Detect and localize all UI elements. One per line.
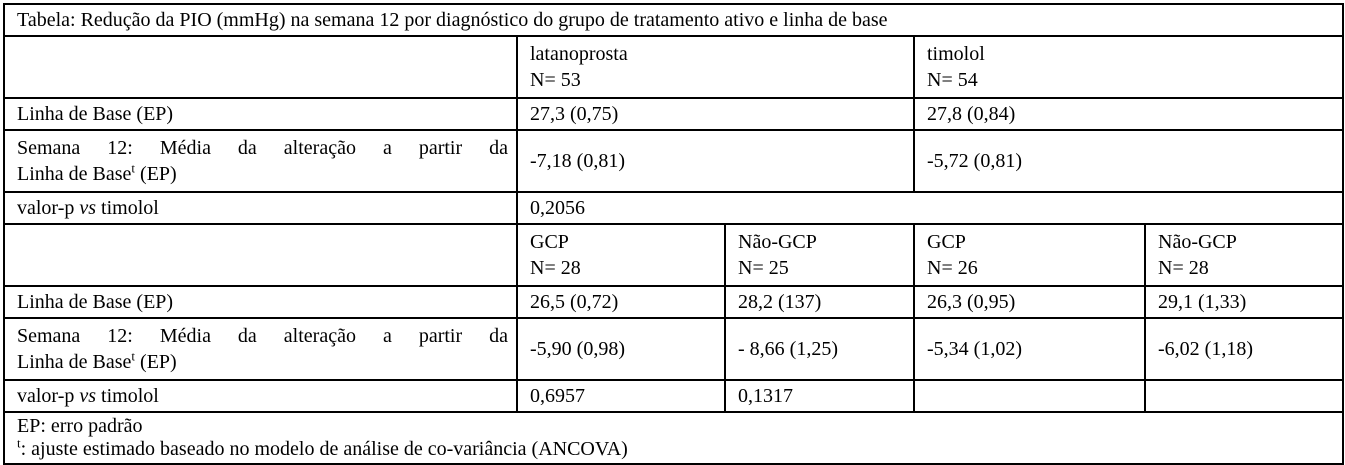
value-cell: 28,2 (137) [724, 285, 915, 319]
subgroup-name: GCP [530, 231, 569, 253]
treatment-name: latanoprosta [530, 43, 628, 65]
row-label-week12: Semana 12: Média da alteração a partir d… [3, 129, 518, 193]
week12-label-line2: Linha de Baset (EP) [17, 160, 177, 185]
subgroup-header-naogcp-timolol: Não-GCP N= 28 [1143, 223, 1345, 287]
subgroup-n: N= 26 [927, 257, 978, 279]
table-title: Tabela: Redução da PIO (mmHg) na semana … [2, 3, 1345, 37]
treatment-n: N= 53 [530, 69, 581, 91]
value-cell: 26,3 (0,95) [913, 285, 1146, 319]
footnote-marker: t [131, 348, 136, 364]
footnote-marker: t [131, 160, 136, 176]
footnote-ancova: t: ajuste estimado baseado no modelo de … [17, 435, 628, 460]
table-footnotes: EP: erro padrão t: ajuste estimado basea… [2, 411, 1345, 465]
value-baseline-latanoprosta: 27,3 (0,75) [516, 97, 915, 131]
value-baseline-timolol: 27,8 (0,84) [912, 97, 1345, 131]
value-cell: -5,90 (0,98) [516, 317, 726, 381]
value-week12-timolol: -5,72 (0,81) [912, 129, 1345, 193]
subgroup-header-empty-cell [3, 223, 518, 287]
subgroup-name: Não-GCP [738, 231, 817, 253]
header-latanoprosta: latanoprosta N= 53 [516, 35, 915, 99]
value-cell-empty [1143, 379, 1345, 413]
value-cell-empty [913, 379, 1146, 413]
subgroup-header-gcp-timolol: GCP N= 26 [913, 223, 1146, 287]
row-label-baseline: Linha de Base (EP) [3, 285, 518, 319]
row-label-week12: Semana 12: Média da alteração a partir d… [3, 317, 518, 381]
subgroup-header-naogcp-latanoprosta: Não-GCP N= 25 [724, 223, 915, 287]
pio-reduction-table: Tabela: Redução da PIO (mmHg) na semana … [2, 3, 1345, 465]
header-empty-cell [3, 35, 518, 99]
value-cell: 0,1317 [724, 379, 915, 413]
treatment-n: N= 54 [927, 69, 978, 91]
week12-label-line1: Semana 12: Média da alteração a partir d… [17, 325, 508, 347]
subgroup-name: Não-GCP [1158, 231, 1237, 253]
value-cell: 0,6957 [516, 379, 726, 413]
value-cell: 29,1 (1,33) [1143, 285, 1345, 319]
footnote-ep: EP: erro padrão [17, 415, 143, 437]
footnote-marker: t [17, 435, 21, 451]
value-cell: 26,5 (0,72) [516, 285, 726, 319]
row-label-pvalue: valor-p vs timolol [3, 191, 518, 225]
header-timolol: timolol N= 54 [912, 35, 1345, 99]
value-cell: -5,34 (1,02) [913, 317, 1146, 381]
row-label-pvalue: valor-p vs timolol [3, 379, 518, 413]
subgroup-n: N= 25 [738, 257, 789, 279]
subgroup-header-gcp-latanoprosta: GCP N= 28 [516, 223, 726, 287]
vs-abbrev: vs [79, 197, 97, 219]
row-label-baseline: Linha de Base (EP) [3, 97, 518, 131]
value-pvalue-overall: 0,2056 [515, 191, 1345, 225]
subgroup-n: N= 28 [1158, 257, 1209, 279]
value-cell: - 8,66 (1,25) [724, 317, 915, 381]
vs-abbrev: vs [79, 385, 97, 407]
value-week12-latanoprosta: -7,18 (0,81) [516, 129, 915, 193]
week12-label-line1: Semana 12: Média da alteração a partir d… [17, 137, 508, 159]
subgroup-n: N= 28 [530, 257, 581, 279]
subgroup-name: GCP [927, 231, 966, 253]
treatment-name: timolol [927, 43, 985, 65]
value-cell: -6,02 (1,18) [1143, 317, 1345, 381]
week12-label-line2: Linha de Baset (EP) [17, 348, 177, 373]
